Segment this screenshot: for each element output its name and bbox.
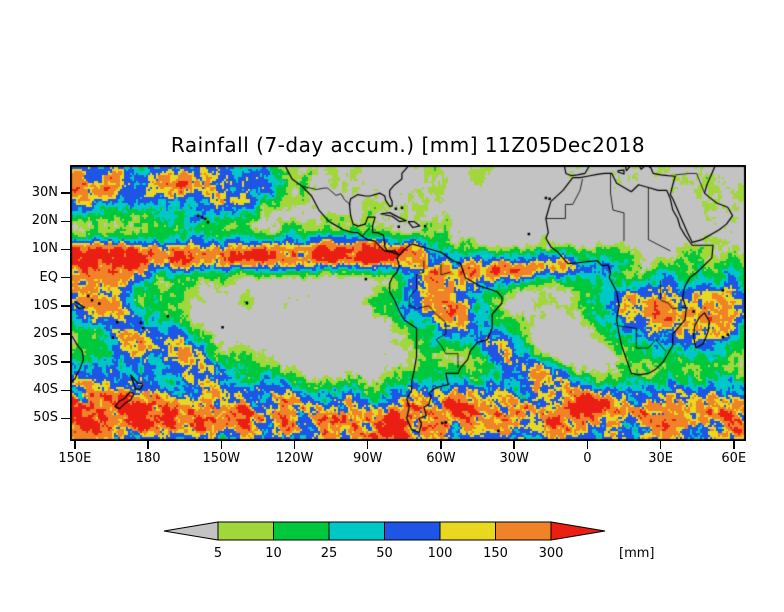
colorbar-segment <box>273 521 330 541</box>
lat-tick <box>61 389 70 392</box>
lat-tick <box>61 248 70 251</box>
lon-tick-label: 30W <box>499 451 529 466</box>
lon-tick-label: 60E <box>721 451 747 466</box>
lon-tick-label: 60W <box>426 451 456 466</box>
lon-tick-label: 90W <box>353 451 383 466</box>
lat-tick-label: 30N <box>31 185 58 201</box>
lat-tick <box>61 305 70 307</box>
lon-tick <box>586 441 589 449</box>
lat-tick-label: 10S <box>33 297 58 313</box>
rainfall-map-canvas <box>70 165 746 441</box>
colorbar-tick-label: 10 <box>265 546 282 561</box>
lon-tick-label: 30E <box>648 451 673 466</box>
lon-tick <box>440 441 442 449</box>
colorbar-unit-label: [mm] <box>619 546 654 561</box>
lat-tick-label: 40S <box>33 382 58 398</box>
lon-tick <box>366 441 369 449</box>
lat-tick <box>61 220 70 223</box>
figure-title: Rainfall (7-day accum.) [mm] 11Z05Dec201… <box>170 133 646 157</box>
lat-tick-label: 20N <box>31 213 58 229</box>
lon-tick <box>293 441 296 449</box>
lon-tick <box>733 441 735 449</box>
lon-tick-label: 180 <box>135 451 161 466</box>
colorbar-tick-label: 100 <box>428 546 453 561</box>
colorbar: 5 10 25 50 100 150 300 [mm] <box>158 518 698 568</box>
map-area <box>70 165 746 441</box>
lon-tick <box>513 441 515 449</box>
lat-tick-label: 30S <box>33 354 58 370</box>
colorbar-tick-label: 25 <box>321 546 338 561</box>
lat-tick <box>61 417 70 420</box>
colorbar-arrow-above-max <box>550 521 606 541</box>
colorbar-arrow-below-min <box>163 521 219 541</box>
lon-tick <box>74 441 76 449</box>
colorbar-segment <box>328 521 385 541</box>
colorbar-segment <box>495 521 552 541</box>
colorbar-tick-label: 50 <box>376 546 393 561</box>
lon-tick-label: 150E <box>58 451 92 466</box>
lon-tick-label: 0 <box>583 451 592 466</box>
lat-tick <box>61 333 70 335</box>
lon-tick <box>659 441 662 449</box>
lat-tick-label: 50S <box>33 410 58 426</box>
colorbar-tick-label: 150 <box>483 546 508 561</box>
lat-tick-label: EQ <box>39 269 58 285</box>
lat-tick-label: 10N <box>31 241 58 257</box>
lon-tick-label: 150W <box>202 451 241 466</box>
lat-tick-label: 20S <box>33 325 58 341</box>
colorbar-tick-label: 300 <box>539 546 564 561</box>
colorbar-segment <box>439 521 496 541</box>
colorbar-segment <box>384 521 441 541</box>
lat-tick <box>61 276 70 279</box>
colorbar-segment <box>217 521 274 541</box>
lat-tick <box>61 361 70 363</box>
lon-tick <box>147 441 149 449</box>
lat-tick <box>61 192 70 194</box>
colorbar-svg: 5 10 25 50 100 150 300 [mm] <box>163 521 654 561</box>
colorbar-tick-label: 5 <box>214 546 222 561</box>
lon-tick-label: 120W <box>275 451 314 466</box>
lon-tick <box>220 441 223 449</box>
